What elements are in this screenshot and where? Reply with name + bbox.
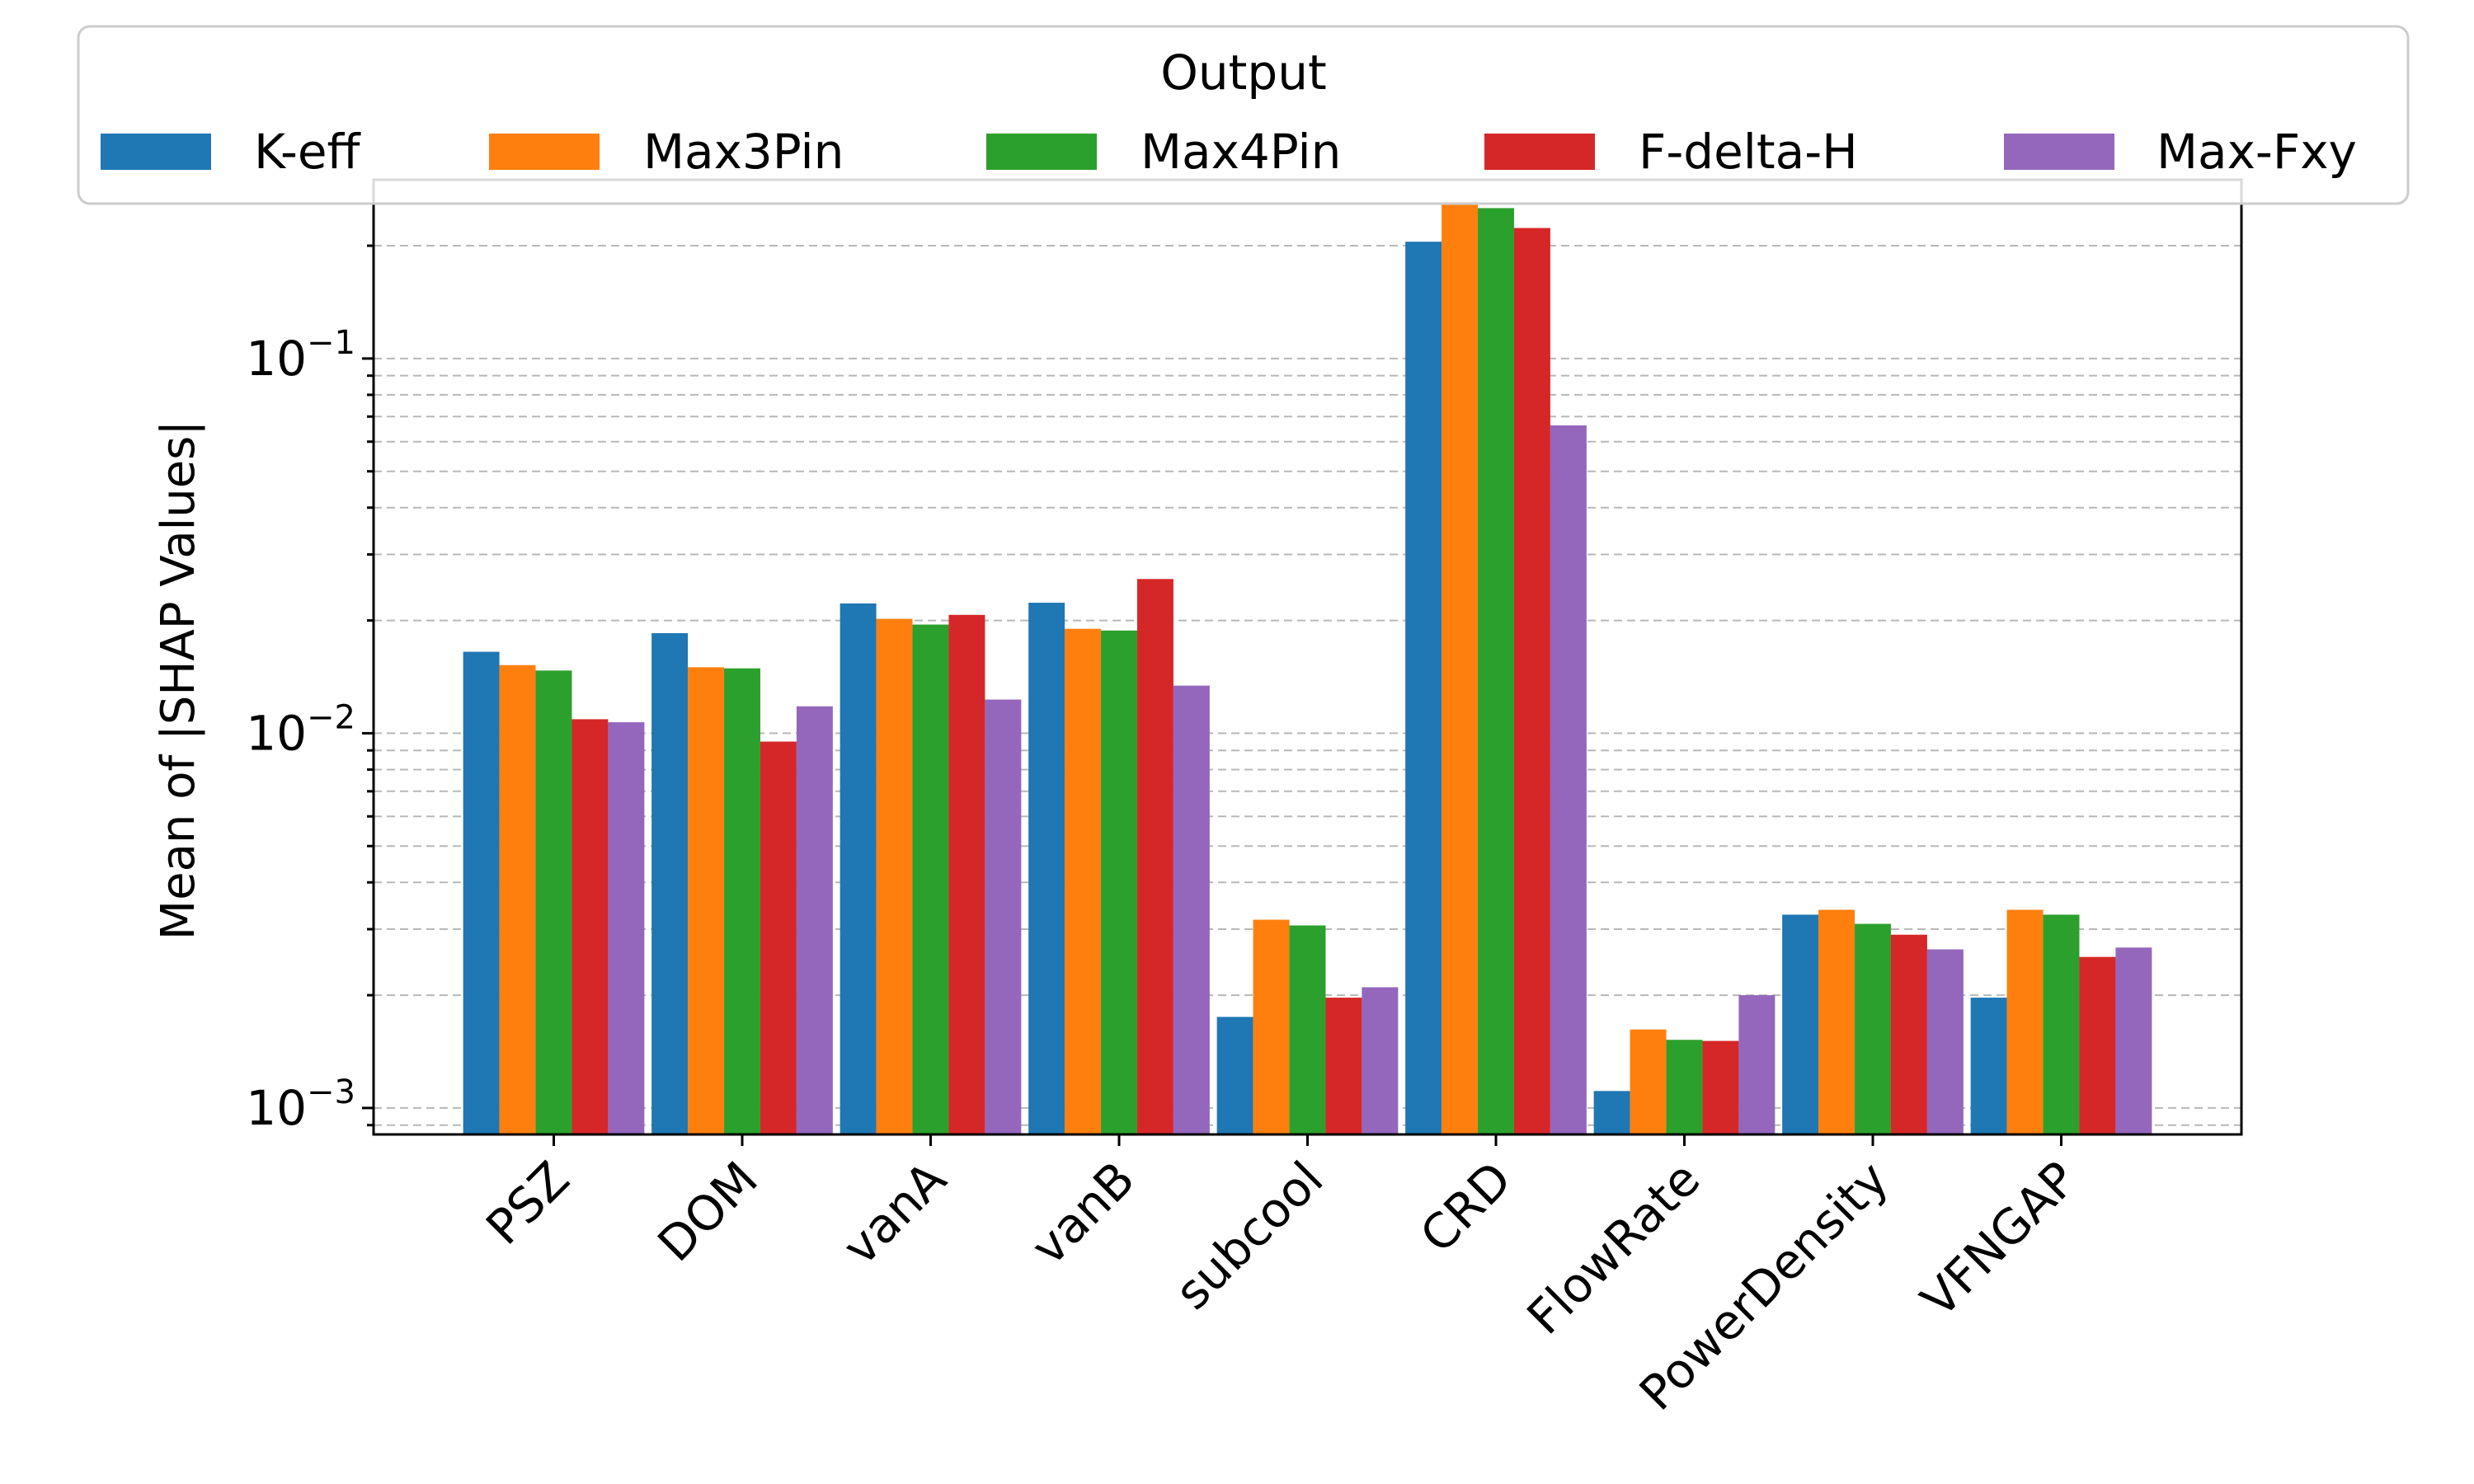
bar-Max-Fxy-subcool <box>1362 987 1399 1134</box>
bar-Max-Fxy-PSZ <box>608 722 645 1134</box>
bar-Max4Pin-VFNGAP <box>2043 914 2080 1134</box>
bar-Max3Pin-vanB <box>1065 628 1102 1134</box>
bars <box>463 201 2152 1135</box>
bar-K-eff-CRD <box>1405 242 1442 1135</box>
bar-Max3Pin-subcool <box>1253 919 1290 1134</box>
bar-F-delta-H-DOM <box>760 741 797 1134</box>
legend-swatch-Max4Pin <box>986 134 1097 170</box>
bar-Max4Pin-vanA <box>912 624 949 1134</box>
legend-label-Max4Pin: Max4Pin <box>1141 124 1341 180</box>
legend-swatch-F-delta-H <box>1484 134 1595 170</box>
legend-swatch-Max-Fxy <box>2004 134 2114 170</box>
bar-K-eff-vanA <box>840 603 877 1134</box>
bar-Max-Fxy-VFNGAP <box>2115 947 2152 1134</box>
legend-swatch-K-eff <box>101 134 211 170</box>
x-axis: PSZ DOM vanA vanB subcool CRDFlowRatePowerDen… <box>475 1134 2087 1421</box>
bar-Max-Fxy-CRD <box>1550 425 1587 1134</box>
bar-Max3Pin-DOM <box>688 667 725 1134</box>
bar-F-delta-H-FlowRate <box>1702 1040 1739 1134</box>
bar-Max-Fxy-PowerDensity <box>1926 949 1964 1134</box>
bar-Max3Pin-PowerDensity <box>1818 909 1856 1134</box>
bar-Max4Pin-DOM <box>724 668 760 1134</box>
y-tick-label: 10−3 <box>246 1073 355 1136</box>
bar-F-delta-H-PowerDensity <box>1890 934 1927 1134</box>
bar-K-eff-PSZ <box>463 651 500 1134</box>
y-tick-label: 10−2 <box>246 698 355 761</box>
x-tick-label: FlowRate <box>1517 1151 1711 1345</box>
bar-Max-Fxy-DOM <box>796 706 833 1134</box>
bar-Max-Fxy-vanA <box>985 699 1022 1134</box>
bar-Max4Pin-PowerDensity <box>1855 923 1891 1134</box>
x-tick-label: vanA <box>832 1151 957 1276</box>
bar-K-eff-FlowRate <box>1593 1091 1630 1134</box>
bar-Max4Pin-CRD <box>1478 208 1514 1135</box>
x-tick-label: vanB <box>1020 1151 1145 1276</box>
legend-frame <box>77 25 2410 205</box>
bar-F-delta-H-vanB <box>1136 579 1174 1134</box>
legend-label-F-delta-H: F-delta-H <box>1639 124 1858 180</box>
x-tick-label: VFNGAP <box>1910 1151 2087 1328</box>
x-tick-label: PSZ <box>475 1151 580 1256</box>
legend-swatch-Max3Pin <box>489 134 600 170</box>
bar-F-delta-H-subcool <box>1325 998 1362 1134</box>
bar-F-delta-H-CRD <box>1513 228 1550 1135</box>
y-axis: 10−3 10−2 10−1 <box>246 244 374 1136</box>
bar-Max4Pin-PSZ <box>535 670 572 1134</box>
bar-Max4Pin-vanB <box>1101 630 1137 1134</box>
x-tick-label: subcool <box>1164 1151 1334 1321</box>
x-tick-label: DOM <box>647 1151 769 1272</box>
bar-Max3Pin-CRD <box>1442 201 1479 1135</box>
legend-label-Max-Fxy: Max-Fxy <box>2157 124 2357 180</box>
bar-Max-Fxy-FlowRate <box>1738 995 1776 1134</box>
bar-K-eff-subcool <box>1216 1017 1253 1134</box>
legend: Output K-eff Max3Pin Max4Pin F-delta-H Max-F… <box>77 25 2410 205</box>
x-tick-label: CRD <box>1409 1151 1522 1264</box>
bar-K-eff-PowerDensity <box>1782 914 1819 1134</box>
bar-K-eff-vanB <box>1028 603 1065 1134</box>
bar-Max-Fxy-vanB <box>1173 685 1210 1134</box>
bar-Max4Pin-subcool <box>1289 925 1326 1134</box>
bar-F-delta-H-vanA <box>948 614 985 1134</box>
y-tick-label: 10−1 <box>246 324 355 387</box>
bar-K-eff-DOM <box>651 632 689 1134</box>
legend-title: Output <box>1160 45 1326 101</box>
legend-label-Max3Pin: Max3Pin <box>643 124 844 180</box>
bar-F-delta-H-VFNGAP <box>2079 956 2116 1134</box>
bar-Max3Pin-vanA <box>876 618 913 1134</box>
bar-F-delta-H-PSZ <box>571 719 609 1134</box>
bar-Max3Pin-FlowRate <box>1630 1029 1667 1134</box>
y-axis-label: Mean of |SHAP Values| <box>152 420 205 940</box>
bar-Max3Pin-PSZ <box>499 665 536 1134</box>
bar-Max4Pin-FlowRate <box>1666 1040 1703 1134</box>
bar-Max3Pin-VFNGAP <box>2006 909 2044 1134</box>
bar-K-eff-VFNGAP <box>1970 998 2007 1134</box>
legend-label-K-eff: K-eff <box>254 124 362 180</box>
